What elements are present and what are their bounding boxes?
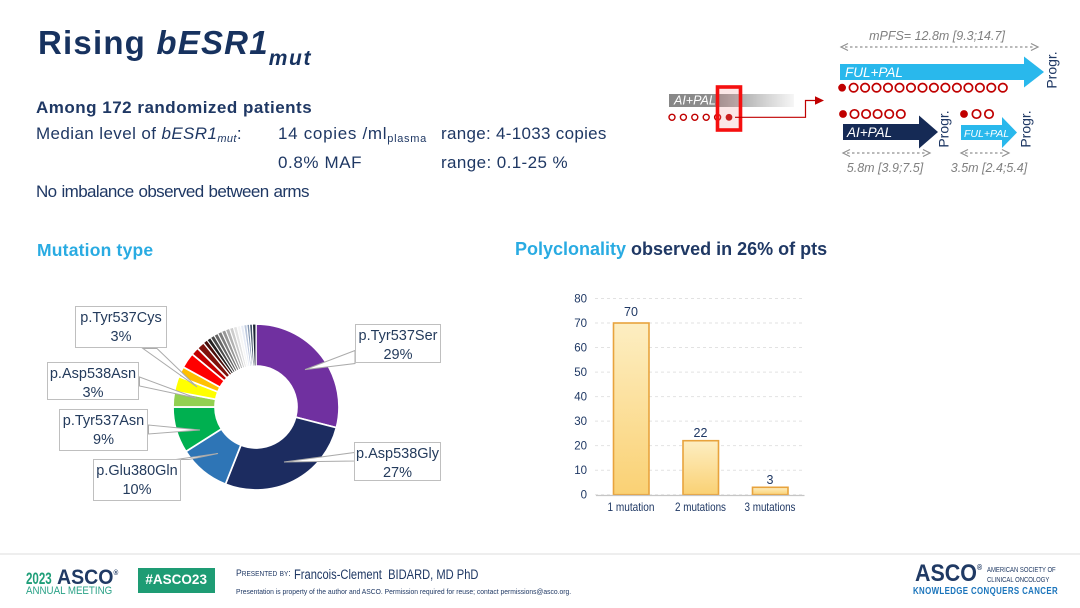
svg-text:1 mutation: 1 mutation	[608, 500, 655, 514]
svg-text:FUL+PAL: FUL+PAL	[845, 65, 903, 80]
svg-text:0: 0	[581, 490, 587, 502]
svg-text:5.8m [3.9;7.5]: 5.8m [3.9;7.5]	[847, 161, 924, 175]
svg-text:70: 70	[624, 305, 638, 319]
svg-text:AI+PAL: AI+PAL	[673, 94, 716, 108]
svg-text:mPFS= 12.8m [9.3;14.7]: mPFS= 12.8m [9.3;14.7]	[869, 29, 1005, 43]
svg-text:22: 22	[694, 426, 708, 440]
svg-text:3: 3	[767, 473, 774, 487]
svg-text:40: 40	[574, 392, 587, 404]
svg-text:60: 60	[574, 343, 587, 355]
svg-text:3 mutations: 3 mutations	[745, 500, 796, 514]
svg-text:3.5m [2.4;5.4]: 3.5m [2.4;5.4]	[951, 161, 1028, 175]
svg-text:AI+PAL: AI+PAL	[846, 125, 892, 140]
svg-text:30: 30	[574, 416, 587, 428]
svg-text:2 mutations: 2 mutations	[675, 500, 726, 514]
svg-text:FUL+PAL: FUL+PAL	[964, 128, 1009, 140]
svg-text:20: 20	[574, 441, 587, 453]
svg-text:10: 10	[574, 465, 587, 477]
svg-text:70: 70	[574, 318, 587, 330]
svg-text:80: 80	[574, 294, 587, 306]
svg-text:50: 50	[574, 367, 587, 379]
